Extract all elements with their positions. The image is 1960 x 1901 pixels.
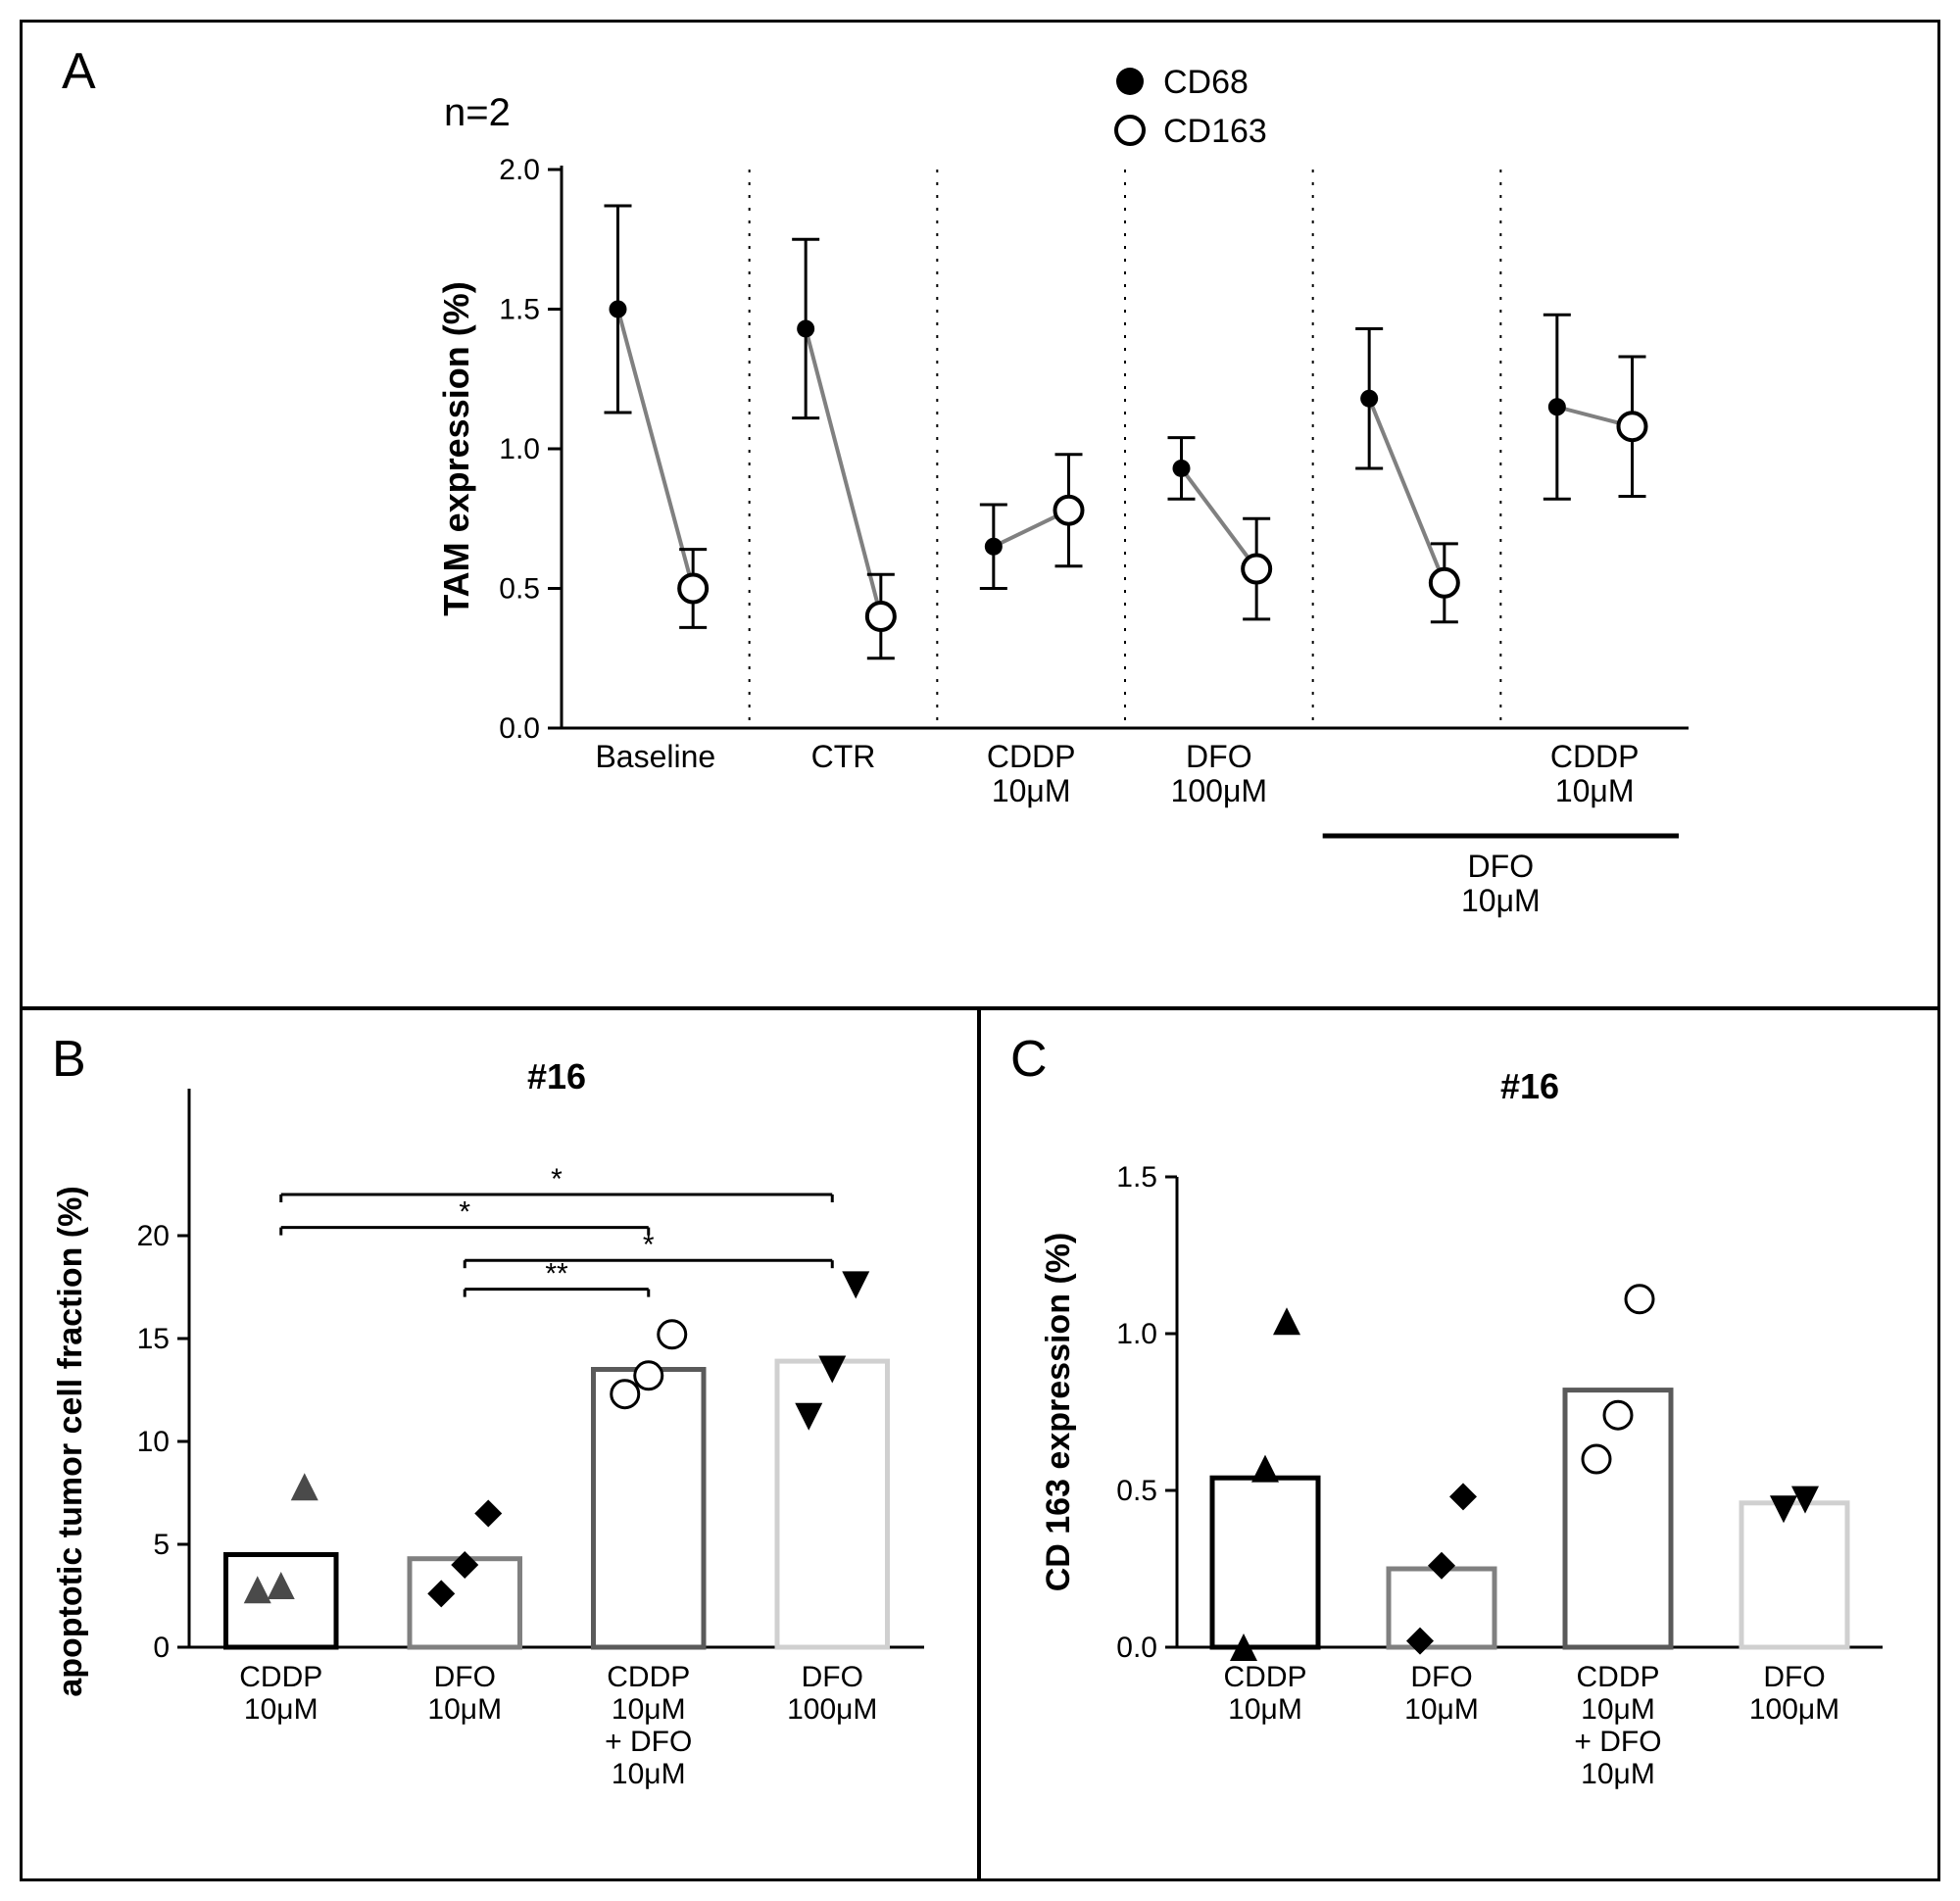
svg-text:CDDP10μM: CDDP10μM: [239, 1661, 322, 1726]
svg-text:apoptotic tumor cell fraction: apoptotic tumor cell fraction (%): [52, 1186, 89, 1696]
svg-text:CTR: CTR: [811, 739, 876, 774]
svg-text:0.5: 0.5: [499, 573, 540, 606]
svg-text:1.0: 1.0: [1116, 1318, 1157, 1350]
svg-text:10: 10: [137, 1426, 170, 1458]
svg-text:CDDP10μM: CDDP10μM: [1550, 739, 1640, 808]
panel-c: C #160.00.51.01.5CD 163 expression (%)CD…: [978, 1007, 1940, 1881]
svg-text:CDDP10μM: CDDP10μM: [1223, 1661, 1306, 1726]
svg-text:CDDP10μM+ DFO10μM: CDDP10μM+ DFO10μM: [1574, 1661, 1661, 1790]
panel-b-chart: #16 0 5 10 15 20 apoptotic tumor cell fraction…: [23, 1010, 983, 1884]
panel-a: A n=2 CD68CD1630.00.51.01.52.0TAM expres…: [20, 20, 1940, 1009]
svg-text:1.5: 1.5: [499, 294, 540, 326]
svg-text:0.5: 0.5: [1116, 1475, 1157, 1507]
svg-text:CDDP10μM: CDDP10μM: [987, 739, 1076, 808]
svg-text:DFO10μM: DFO10μM: [1461, 849, 1541, 918]
svg-text:CD68: CD68: [1163, 64, 1249, 101]
svg-text:CDDP10μM+ DFO10μM: CDDP10μM+ DFO10μM: [605, 1661, 692, 1790]
svg-text:0.0: 0.0: [1116, 1632, 1157, 1664]
svg-text:#16: #16: [527, 1056, 586, 1097]
svg-text:*: *: [643, 1229, 655, 1261]
svg-text:1.5: 1.5: [1116, 1161, 1157, 1194]
figure-root: A n=2 CD68CD1630.00.51.01.52.0TAM expres…: [0, 0, 1960, 1901]
panel-b: B #1605101520apoptotic tumor cell fracti…: [20, 1007, 980, 1881]
svg-text:*: *: [551, 1163, 563, 1195]
svg-text:DFO10μM: DFO10μM: [1404, 1661, 1479, 1726]
svg-text:1.0: 1.0: [499, 433, 540, 465]
svg-text:#16: #16: [1500, 1066, 1559, 1106]
svg-text:15: 15: [137, 1323, 170, 1355]
svg-text:Baseline: Baseline: [595, 739, 715, 774]
svg-text:DFO100μM: DFO100μM: [1749, 1661, 1839, 1726]
panel-a-chart: CD68 CD163 0.0 0.5 1.0 1.5 2.0 TAM expression (…: [23, 23, 1943, 1012]
svg-text:20: 20: [137, 1220, 170, 1252]
svg-text:DFO100μM: DFO100μM: [1171, 739, 1267, 808]
svg-text:0: 0: [153, 1632, 170, 1664]
svg-text:5: 5: [153, 1529, 170, 1561]
svg-text:DFO10μM: DFO10μM: [427, 1661, 502, 1726]
svg-text:TAM expression (%): TAM expression (%): [436, 281, 476, 615]
panel-c-chart: #16 0.0 0.5 1.0 1.5 CD 163 expression (%) CDDP…: [981, 1010, 1943, 1884]
svg-text:*: *: [459, 1196, 470, 1229]
svg-text:DFO100μM: DFO100μM: [787, 1661, 877, 1726]
svg-text:0.0: 0.0: [499, 712, 540, 745]
svg-text:CD 163 expression (%): CD 163 expression (%): [1040, 1233, 1077, 1592]
svg-text:**: **: [545, 1258, 568, 1291]
svg-text:CD163: CD163: [1163, 113, 1267, 150]
svg-text:2.0: 2.0: [499, 154, 540, 186]
